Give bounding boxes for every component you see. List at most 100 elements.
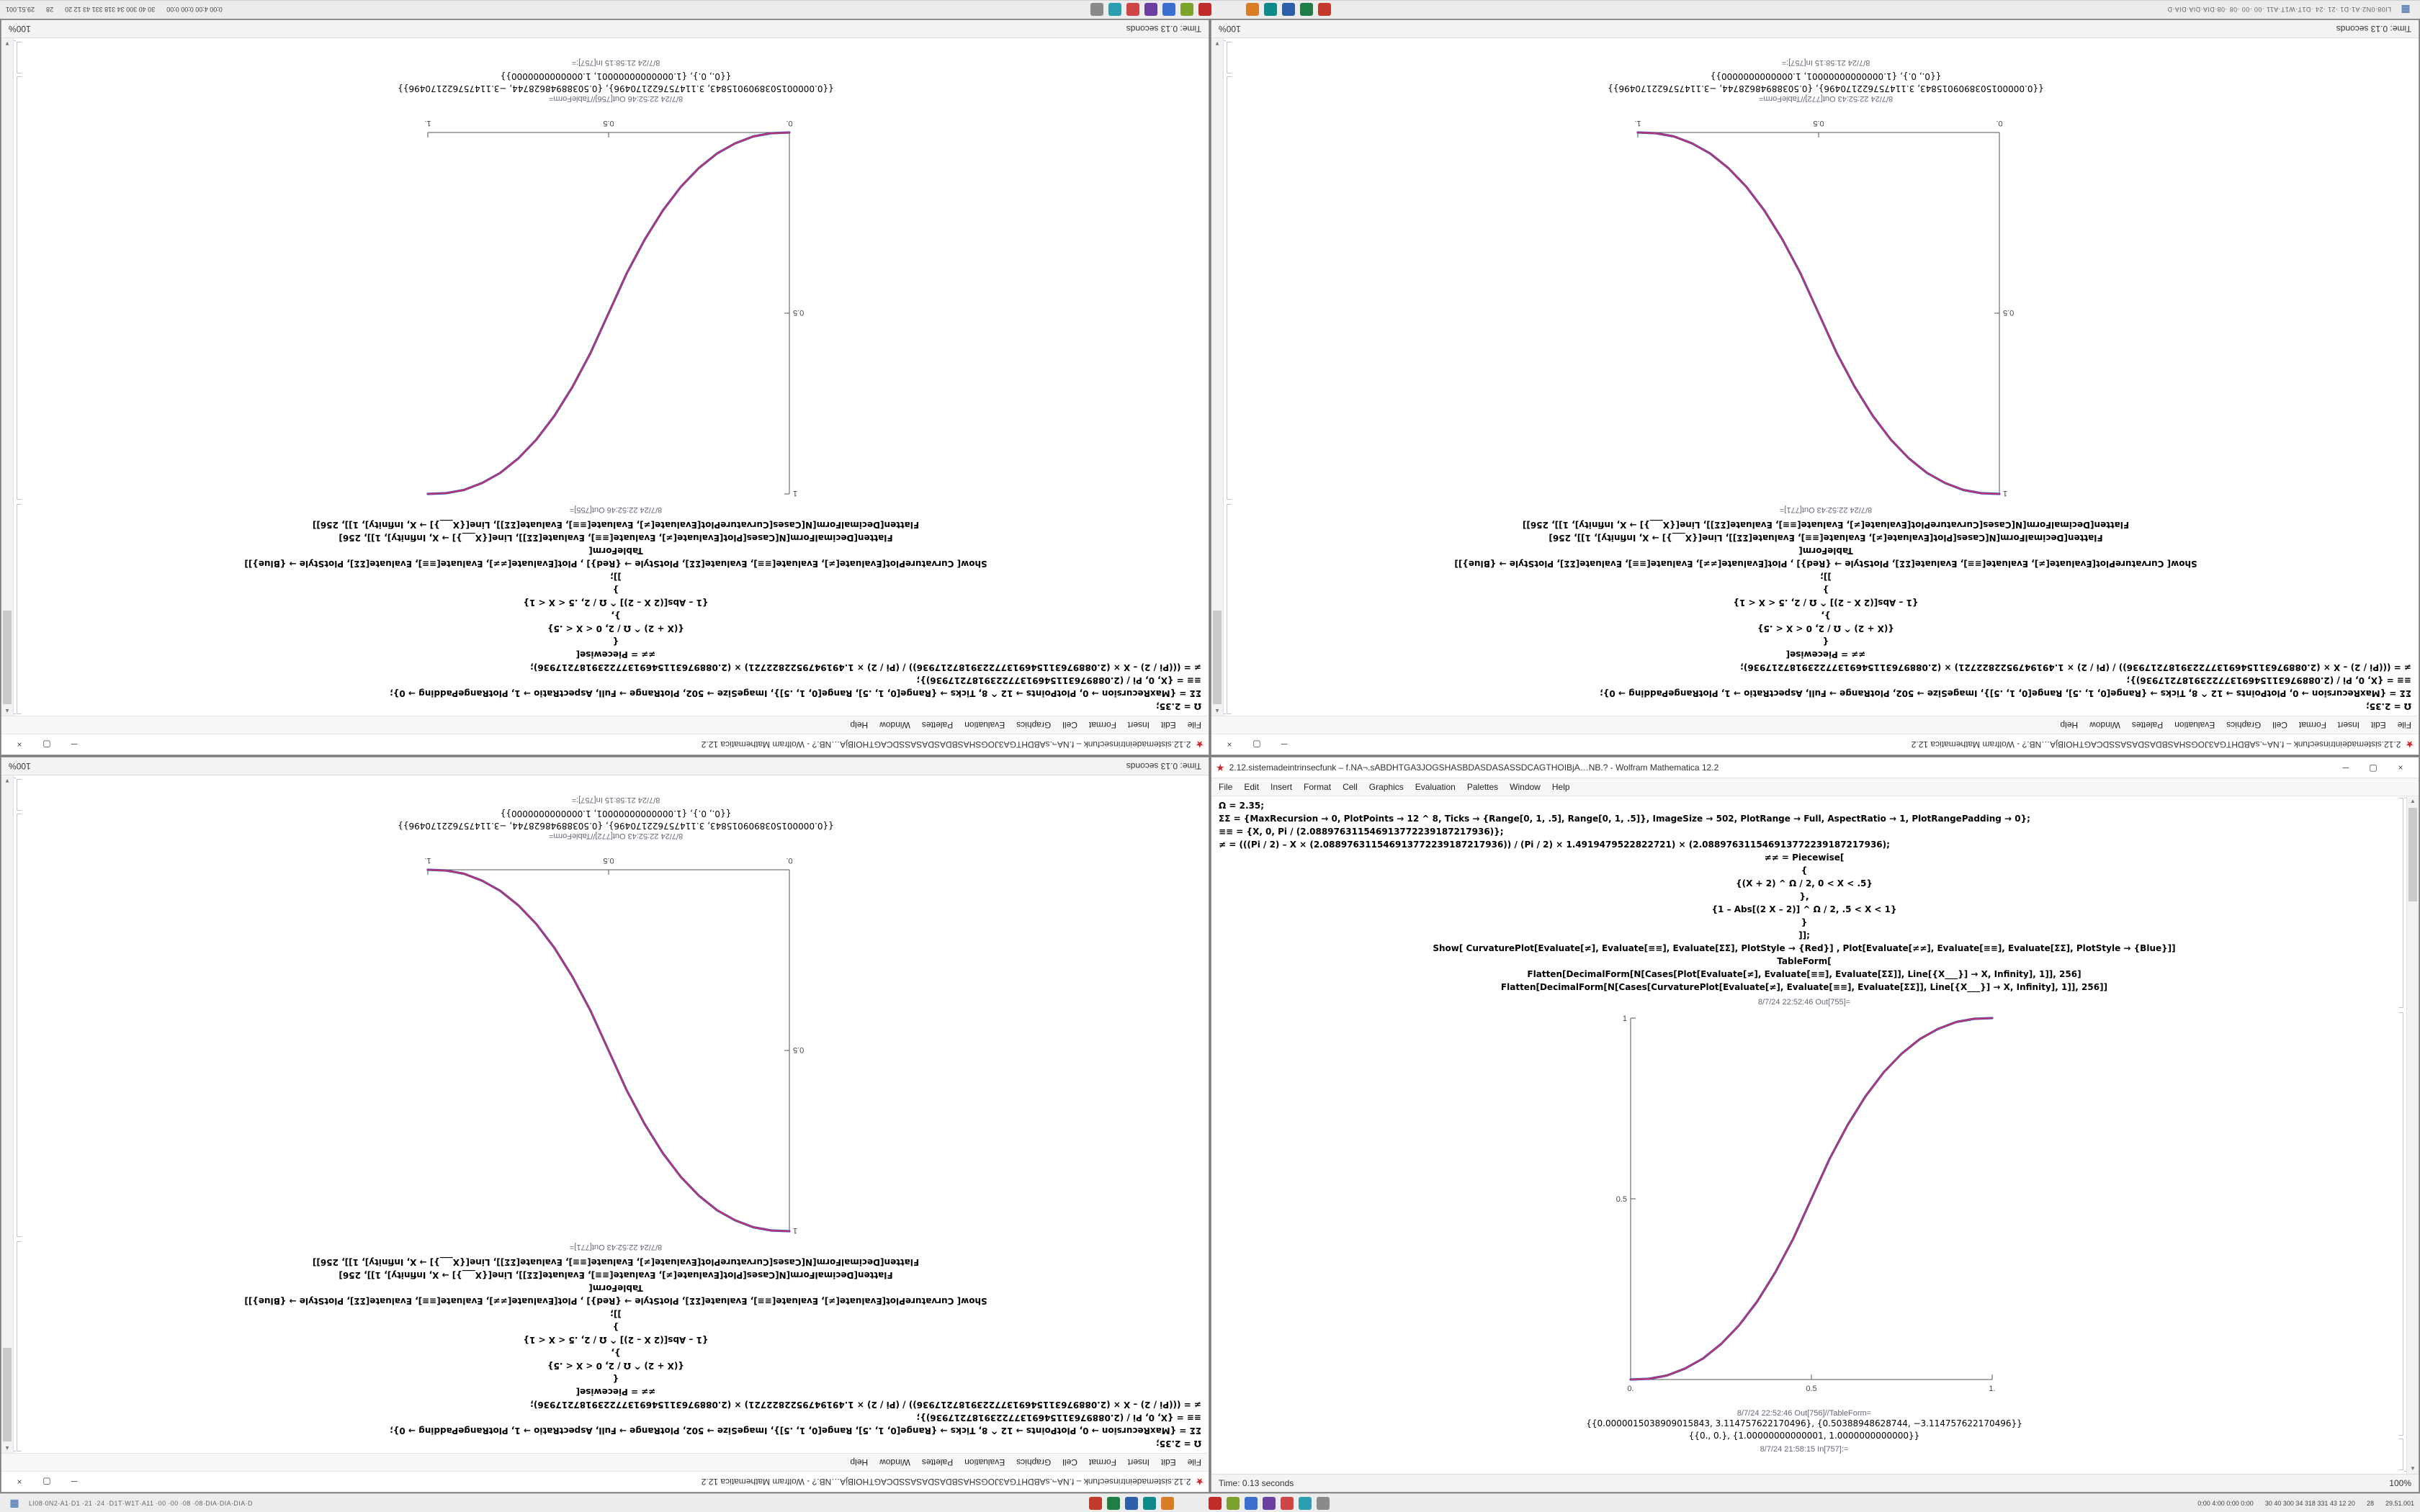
start-button[interactable]: ▦ xyxy=(2401,4,2411,16)
vertical-scrollbar[interactable]: ▲ ▼ xyxy=(1,775,14,1453)
output-cell-bracket[interactable] xyxy=(17,76,22,500)
input-code-line[interactable]: {1 – Abs[(2 X – 2)] ^ Ω / 2, .5 < X < 1} xyxy=(1733,598,1919,608)
input-code-line[interactable]: {(X + 2) ^ Ω / 2, 0 < X < .5} xyxy=(547,624,684,634)
input-code-line[interactable]: ≡≡ = {X, 0, Pi / (2.08897631154691377223… xyxy=(916,675,1202,685)
input-code-line[interactable]: Ω = 2.35; xyxy=(1155,701,1201,711)
scroll-down-icon[interactable]: ▼ xyxy=(1214,40,1220,47)
input-code-line[interactable]: Show[ CurvaturePlot[Evaluate[≠], Evaluat… xyxy=(1454,559,2197,569)
input-code-line[interactable]: } xyxy=(612,1322,619,1332)
output-cell-bracket[interactable] xyxy=(17,814,22,1237)
input-code-line[interactable]: Flatten[DecimalForm[N[Cases[CurvaturePlo… xyxy=(1500,982,2108,992)
input-code-line[interactable]: {(X + 2) ^ Ω / 2, 0 < X < .5} xyxy=(1736,878,1873,888)
menu-item[interactable]: File xyxy=(2397,720,2411,730)
input-code-line[interactable]: {1 – Abs[(2 X – 2)] ^ Ω / 2, .5 < X < 1} xyxy=(523,598,709,608)
scroll-down-icon[interactable]: ▼ xyxy=(2410,1465,2416,1472)
tray-item[interactable]: 28 xyxy=(46,6,54,14)
app-red-icon[interactable] xyxy=(1209,1496,1222,1510)
start-button[interactable]: ▦ xyxy=(9,1497,19,1508)
app-purple-icon[interactable] xyxy=(1144,3,1157,17)
menu-item[interactable]: Evaluation xyxy=(964,1457,1005,1467)
tray-item[interactable]: 0:00 4:00 0:00 0:00 xyxy=(166,6,223,14)
maximize-button[interactable]: ▢ xyxy=(42,739,51,750)
menu-item[interactable]: Window xyxy=(879,720,910,730)
input-code-line[interactable]: { xyxy=(612,636,619,647)
input-code-line[interactable]: ≠≠ = Piecewise[ xyxy=(1764,852,1845,863)
scroll-up-icon[interactable]: ▲ xyxy=(4,1445,10,1452)
output-cell-bracket[interactable] xyxy=(1227,76,1232,500)
input-cell-bracket[interactable] xyxy=(2398,798,2403,1008)
status-zoom[interactable]: 100% xyxy=(9,761,31,771)
tray-item[interactable]: 30 40 300 34 318 331 43 12 20 xyxy=(65,6,156,14)
minimize-button[interactable]: ─ xyxy=(1281,739,1288,750)
minimize-button[interactable]: ─ xyxy=(2342,762,2349,773)
input-cell[interactable]: Ω = 2.35; ΣΣ = {MaxRecursion → 0, PlotPoi… xyxy=(1219,799,2390,994)
app-cyan-icon[interactable] xyxy=(1299,1496,1312,1510)
menu-item[interactable]: Window xyxy=(1510,782,1541,792)
vertical-scrollbar[interactable]: ▲ ▼ xyxy=(1,38,14,716)
input-code-line[interactable]: Flatten[DecimalForm[N[Cases[Plot[Evaluat… xyxy=(339,1270,893,1280)
menu-item[interactable]: Insert xyxy=(2337,720,2360,730)
input-code-line[interactable]: ]]; xyxy=(610,572,622,582)
input-cell-bracket[interactable] xyxy=(1227,504,1232,714)
menu-item[interactable]: Help xyxy=(1551,782,1570,792)
menu-item[interactable]: Cell xyxy=(2272,720,2287,730)
menu-item[interactable]: Evaluation xyxy=(1415,782,1456,792)
input-code-line[interactable]: ]]; xyxy=(1820,572,1832,582)
menu-item[interactable]: Format xyxy=(1088,1457,1116,1467)
tray-item[interactable]: 30 40 300 34 318 331 43 12 20 xyxy=(2264,1499,2355,1507)
menu-item[interactable]: Cell xyxy=(1062,720,1077,730)
input-code-line[interactable]: ≠≠ = Piecewise[ xyxy=(575,649,656,660)
input-cell[interactable]: Ω = 2.35; ΣΣ = {MaxRecursion → 0, PlotPoi… xyxy=(30,1256,1201,1450)
tray-item[interactable]: 29.51.001 xyxy=(6,6,35,14)
close-button[interactable]: × xyxy=(1227,739,1232,750)
output-cell-bracket[interactable] xyxy=(2398,1012,2403,1436)
input-code-line[interactable]: ≠ = (((Pi / 2) – X × (2.0889763115469137… xyxy=(1219,840,1890,850)
app-orange-icon[interactable] xyxy=(1161,1496,1175,1510)
app-red-icon[interactable] xyxy=(1126,3,1139,17)
input-code-line[interactable]: }, xyxy=(1799,891,1809,901)
tray-item[interactable]: 29.51.001 xyxy=(2385,1499,2414,1507)
scroll-up-icon[interactable]: ▲ xyxy=(4,708,10,714)
title-bar[interactable]: ★ 2.12.sistemadeintrinsecfunk – f.NA¬.sA… xyxy=(1,734,1209,755)
menu-item[interactable]: Insert xyxy=(1127,1457,1150,1467)
maximize-button[interactable]: ▢ xyxy=(2369,762,2378,773)
input-code-line[interactable]: Flatten[DecimalForm[N[Cases[Plot[Evaluat… xyxy=(1527,969,2081,979)
input-code-line[interactable]: {1 – Abs[(2 X – 2)] ^ Ω / 2, .5 < X < 1} xyxy=(523,1335,709,1345)
app-blue-icon[interactable] xyxy=(1125,1496,1139,1510)
scrollbar-thumb[interactable] xyxy=(2408,808,2417,901)
app-teal-icon[interactable] xyxy=(1263,3,1277,17)
input-code-line[interactable]: }, xyxy=(1821,611,1831,621)
status-zoom[interactable]: 100% xyxy=(1219,24,1241,34)
vertical-scrollbar[interactable]: ▲ ▼ xyxy=(1211,38,1224,716)
input-code-line[interactable]: TableForm[ xyxy=(588,1283,643,1293)
scrollbar-thumb[interactable] xyxy=(3,1348,12,1441)
input-code-line[interactable]: TableForm[ xyxy=(1777,956,1832,966)
menu-item[interactable]: Edit xyxy=(2370,720,2386,730)
scroll-down-icon[interactable]: ▼ xyxy=(4,778,10,784)
menu-item[interactable]: File xyxy=(1187,1457,1201,1467)
menu-item[interactable]: Window xyxy=(2089,720,2120,730)
input-code-line[interactable]: Flatten[DecimalForm[N[Cases[CurvaturePlo… xyxy=(1522,520,2130,530)
input-code-line[interactable]: }, xyxy=(611,611,621,621)
scroll-up-icon[interactable]: ▲ xyxy=(2410,798,2416,804)
input-code-line[interactable]: {(X + 2) ^ Ω / 2, 0 < X < .5} xyxy=(1757,624,1894,634)
scroll-up-icon[interactable]: ▲ xyxy=(1214,708,1220,714)
input-code-line[interactable]: ≠ = (((Pi / 2) – X × (2.0889763115469137… xyxy=(530,1400,1201,1410)
input-code-line[interactable]: ]]; xyxy=(1798,930,1810,940)
maximize-button[interactable]: ▢ xyxy=(1252,739,1261,750)
app-cyan-icon[interactable] xyxy=(1108,3,1121,17)
input-code-line[interactable]: Show[ CurvaturePlot[Evaluate[≠], Evaluat… xyxy=(244,559,987,569)
input-code-line[interactable]: ≠ = (((Pi / 2) – X × (2.0889763115469137… xyxy=(1740,662,2411,672)
menu-item[interactable]: Format xyxy=(1304,782,1332,792)
input-code-line[interactable]: Flatten[DecimalForm[N[Cases[Plot[Evaluat… xyxy=(339,533,893,543)
app-red-icon[interactable] xyxy=(1198,3,1211,17)
app-lime-icon[interactable] xyxy=(1180,3,1193,17)
input-code-line[interactable]: Ω = 2.35; xyxy=(1155,1439,1201,1449)
table-cell-bracket[interactable] xyxy=(1227,42,1232,73)
status-zoom[interactable]: 100% xyxy=(9,24,31,34)
menu-item[interactable]: Insert xyxy=(1127,720,1150,730)
status-zoom[interactable]: 100% xyxy=(2389,1478,2411,1488)
input-code-line[interactable]: ΣΣ = {MaxRecursion → 0, PlotPoints → 12 … xyxy=(1600,688,2411,698)
menu-item[interactable]: Format xyxy=(1088,720,1116,730)
app-green-icon[interactable] xyxy=(1107,1496,1121,1510)
